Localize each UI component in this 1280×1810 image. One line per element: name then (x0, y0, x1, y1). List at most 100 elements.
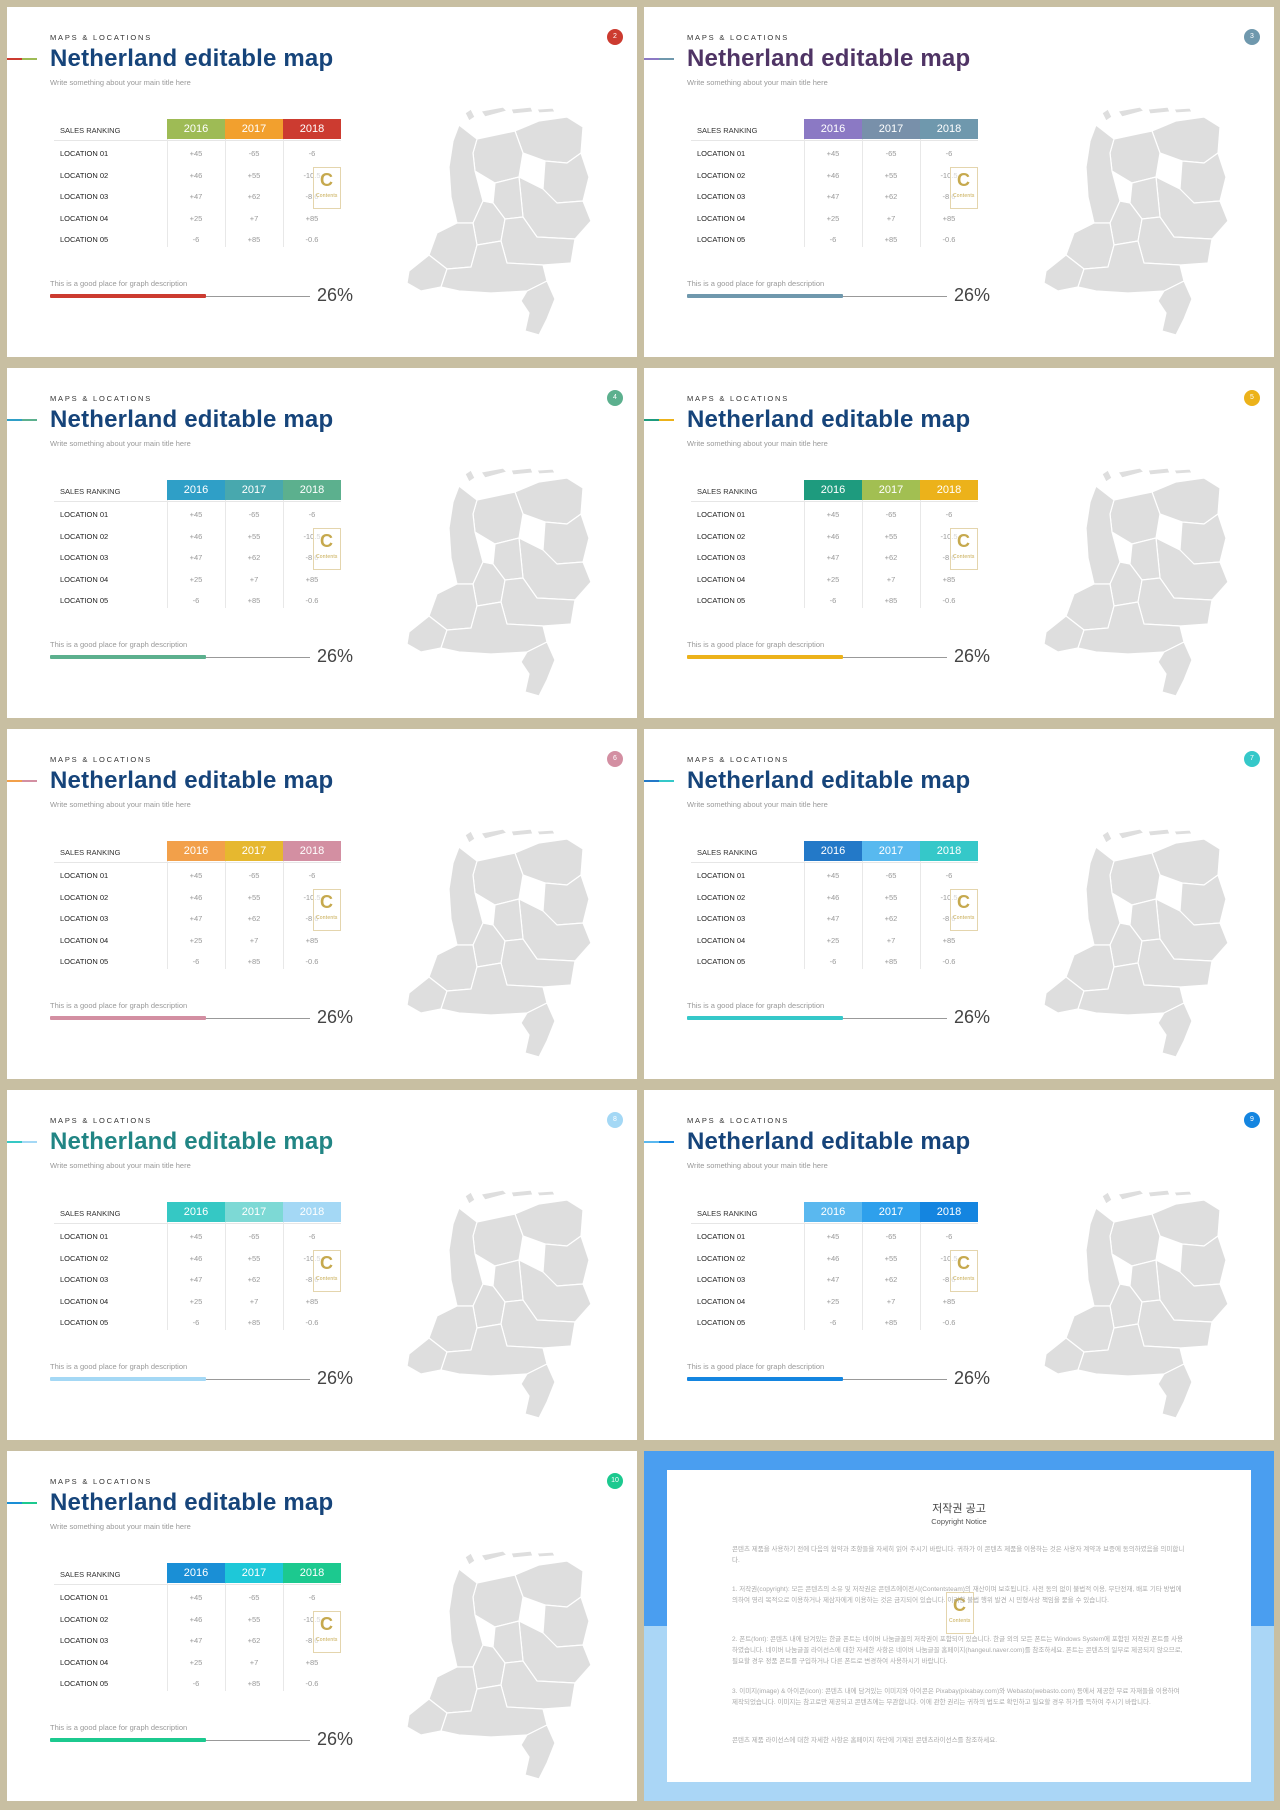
table-cell: +47 (826, 553, 840, 563)
column-divider (283, 1222, 284, 1330)
map-region-wadden-2 (1117, 106, 1145, 118)
watermark-logo: C Contents (946, 1592, 974, 1634)
slide-number-badge: 10 (607, 1473, 623, 1489)
map-region-groningen (514, 1199, 584, 1247)
slide-number-badge: 9 (1244, 1112, 1260, 1128)
table-cell: -8.6 (942, 914, 956, 924)
location-label: LOCATION 02 (697, 1253, 746, 1263)
watermark-logo: C Contents (950, 1250, 978, 1292)
map-region-friesland (472, 1213, 524, 1267)
table-cell: +45 (189, 871, 203, 880)
location-label: LOCATION 04 (60, 1296, 109, 1306)
table-cell: +47 (826, 914, 840, 924)
location-label: LOCATION 05 (697, 957, 746, 967)
map-region-wadden-2 (480, 106, 508, 118)
graph-description: This is a good place for graph descripti… (687, 279, 825, 288)
table-cell: +45 (189, 1232, 203, 1241)
location-label: LOCATION 05 (60, 1679, 109, 1689)
table-divider (691, 862, 978, 863)
slide-8[interactable]: MAPS & LOCATIONS Netherland editable map… (7, 1090, 637, 1440)
table-cell: -10.5 (940, 1253, 958, 1263)
copyright-notice-slide[interactable]: 저작권 공고 Copyright Notice C Contents 콘텐츠 제품을 사… (644, 1451, 1274, 1801)
column-divider (862, 861, 863, 969)
slide-5[interactable]: MAPS & LOCATIONS Netherland editable map… (644, 368, 1274, 718)
location-label: LOCATION 03 (697, 914, 746, 924)
slide-3[interactable]: MAPS & LOCATIONS Netherland editable map… (644, 7, 1274, 357)
table-cell: -6 (308, 149, 316, 158)
table-cell: +85 (884, 596, 898, 606)
location-label: LOCATION 03 (60, 1275, 109, 1285)
map-region-wadden-3 (1147, 106, 1171, 115)
slide-4[interactable]: MAPS & LOCATIONS Netherland editable map… (7, 368, 637, 718)
table-cell: -6 (945, 871, 953, 880)
slide-subtitle: Write something about your main title he… (50, 800, 191, 809)
table-cell: +85 (305, 1296, 319, 1306)
graph-description: This is a good place for graph descripti… (50, 1723, 188, 1732)
location-label: LOCATION 01 (697, 1232, 746, 1241)
slide-9[interactable]: MAPS & LOCATIONS Netherland editable map… (644, 1090, 1274, 1440)
table-cell: +55 (884, 892, 898, 902)
table-cell: -8.6 (942, 192, 956, 202)
map-region-wadden-3 (510, 106, 534, 115)
table-cell: +46 (826, 531, 840, 541)
map-region-groningen (514, 477, 584, 525)
location-label: LOCATION 05 (60, 957, 109, 967)
slide-title: Netherland editable map (50, 45, 334, 72)
table-cell: +85 (942, 213, 956, 223)
accent-line (644, 780, 674, 782)
map-region-limburg (520, 1724, 556, 1779)
table-cell: +85 (247, 235, 261, 245)
watermark-text: Contents (316, 1637, 338, 1643)
column-divider (225, 1583, 226, 1691)
year-header: 2017 (225, 480, 283, 500)
table-cell: +55 (884, 170, 898, 180)
map-region-wadden-2 (480, 1550, 508, 1562)
table-cell: +85 (942, 935, 956, 945)
accent-line (7, 1141, 37, 1143)
table-cell: +55 (247, 892, 261, 902)
map-region-wadden-1 (1101, 1191, 1113, 1205)
watermark-letter: C (957, 170, 970, 190)
table-cell: +62 (247, 553, 261, 563)
column-divider (167, 861, 168, 969)
table-header-label: SALES RANKING (60, 126, 121, 135)
location-label: LOCATION 02 (697, 170, 746, 180)
table-cell: +85 (884, 957, 898, 967)
slide-10[interactable]: MAPS & LOCATIONS Netherland editable map… (7, 1451, 637, 1801)
table-cell: +25 (189, 213, 203, 223)
map-region-north-brabant (1077, 1323, 1185, 1377)
table-cell: -8.6 (305, 1275, 319, 1285)
table-divider (691, 1223, 978, 1224)
slide-subtitle: Write something about your main title he… (50, 78, 191, 87)
map-region-friesland (1109, 130, 1161, 184)
table-cell: +7 (886, 574, 896, 584)
table-cell: +7 (249, 935, 259, 945)
location-label: LOCATION 01 (60, 1593, 109, 1602)
table-cell: -6 (308, 1593, 316, 1602)
map-region-wadden-2 (1117, 1189, 1145, 1201)
slide-2[interactable]: MAPS & LOCATIONS Netherland editable map… (7, 7, 637, 357)
table-cell: -6 (945, 510, 953, 519)
kicker-text: MAPS & LOCATIONS (50, 1116, 153, 1125)
table-cell: -6 (308, 871, 316, 880)
slide-7[interactable]: MAPS & LOCATIONS Netherland editable map… (644, 729, 1274, 1079)
table-cell: +46 (826, 1253, 840, 1263)
slide-6[interactable]: MAPS & LOCATIONS Netherland editable map… (7, 729, 637, 1079)
map-region-groningen (1151, 1199, 1221, 1247)
map-region-wadden-2 (1117, 467, 1145, 479)
year-header: 2017 (862, 480, 920, 500)
slide-subtitle: Write something about your main title he… (687, 1161, 828, 1170)
watermark-logo: C Contents (313, 528, 341, 570)
progress-percent: 26% (954, 285, 991, 305)
table-cell: -0.6 (305, 1318, 319, 1328)
table-cell: +47 (189, 553, 203, 563)
table-cell: -8.6 (942, 553, 956, 563)
table-cell: -8.6 (305, 914, 319, 924)
progress-fill (687, 1016, 843, 1020)
table-cell: -10.5 (940, 531, 958, 541)
map-region-wadden-1 (464, 1552, 476, 1566)
table-header-label: SALES RANKING (60, 1209, 121, 1218)
table-cell: +85 (942, 574, 956, 584)
year-header: 2017 (862, 1202, 920, 1222)
graph-description: This is a good place for graph descripti… (687, 1362, 825, 1371)
